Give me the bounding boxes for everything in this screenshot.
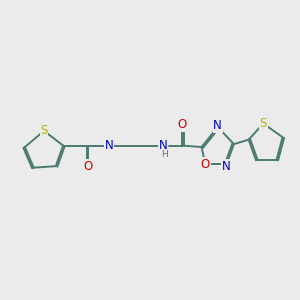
Text: H: H bbox=[107, 138, 114, 147]
Text: N: N bbox=[222, 160, 231, 173]
Text: O: O bbox=[178, 118, 187, 131]
Text: N: N bbox=[104, 139, 113, 152]
Text: S: S bbox=[260, 117, 267, 130]
Text: H: H bbox=[161, 150, 168, 159]
Text: N: N bbox=[159, 139, 168, 152]
Text: O: O bbox=[201, 158, 210, 171]
Text: N: N bbox=[213, 119, 222, 132]
Text: S: S bbox=[40, 124, 48, 137]
Text: O: O bbox=[83, 160, 93, 173]
